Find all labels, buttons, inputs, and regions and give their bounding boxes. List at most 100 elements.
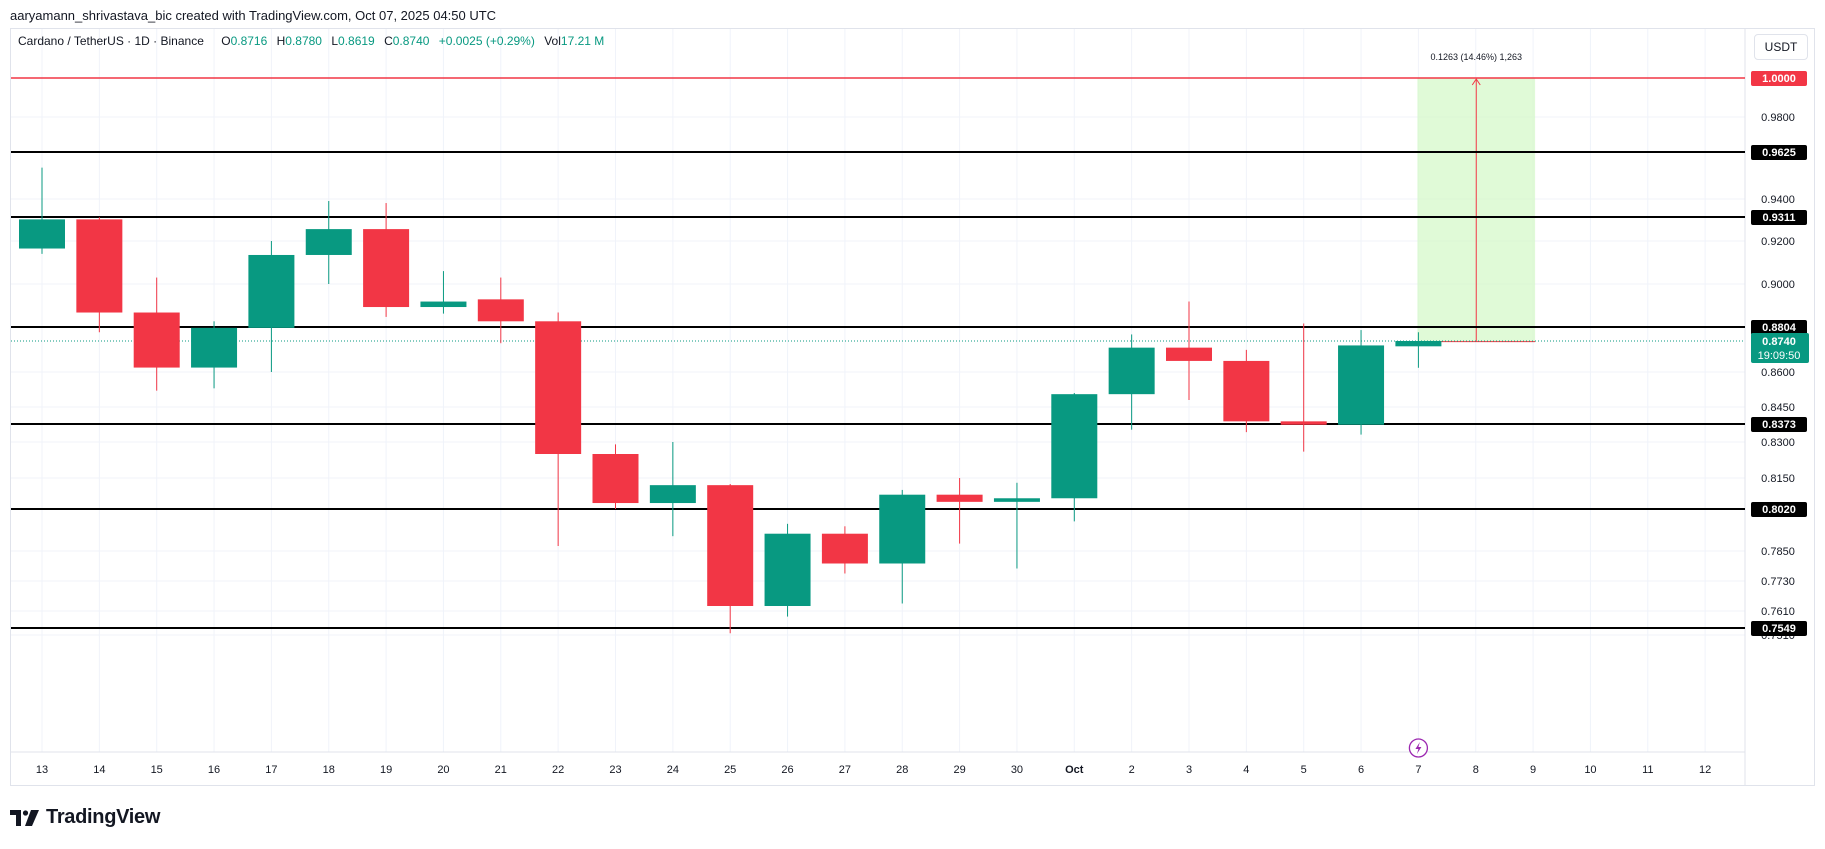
candle xyxy=(191,321,238,389)
time-tick-label: 2 xyxy=(1129,764,1135,776)
candle xyxy=(993,482,1040,569)
time-tick-label: 30 xyxy=(1011,764,1023,776)
candle-body xyxy=(1338,345,1385,425)
measure-arrowhead xyxy=(1471,78,1481,86)
candle xyxy=(305,201,352,284)
low-label: L xyxy=(331,34,339,48)
time-tick-label: 24 xyxy=(667,764,679,776)
level-price-label: 0.8020 xyxy=(1762,504,1796,516)
time-tick-label: 26 xyxy=(781,764,793,776)
candle-body xyxy=(420,301,467,308)
candlestick-chart[interactable]: 0.1263 (14.46%) 1,263 0.9800 0.9400 0.9200… xyxy=(0,0,1825,800)
candle-body xyxy=(191,327,238,368)
time-tick-label: Oct xyxy=(1065,764,1084,776)
candle xyxy=(477,277,524,344)
candle-body xyxy=(649,485,696,504)
time-tick-label: 7 xyxy=(1415,764,1421,776)
candle xyxy=(363,203,410,317)
level-price-tag xyxy=(1751,502,1807,517)
candle-body xyxy=(879,494,926,564)
level-price-tag xyxy=(1751,621,1807,636)
level-price-label: 0.7549 xyxy=(1762,623,1796,635)
candle-body xyxy=(248,254,295,328)
candle xyxy=(707,483,754,634)
symbol-title[interactable]: Cardano / TetherUS · 1D · Binance xyxy=(18,34,204,48)
candle xyxy=(1280,323,1327,452)
price-tick-label: 0.8150 xyxy=(1761,473,1795,485)
candle-body xyxy=(1166,347,1212,361)
lightning-glyph xyxy=(1415,742,1422,754)
open-value: 0.8716 xyxy=(230,34,268,48)
time-tick-label: 17 xyxy=(265,764,277,776)
level-price-label: 0.9311 xyxy=(1762,212,1795,224)
brand-text: TradingView xyxy=(46,806,161,828)
price-tick-label: 0.7730 xyxy=(1761,576,1795,588)
time-tick-label: 27 xyxy=(839,764,851,776)
measure-label: 0.1263 (14.46%) 1,263 xyxy=(1430,52,1522,62)
chart-frame xyxy=(10,28,1815,786)
candle-body xyxy=(1280,421,1327,425)
tradingview-brand[interactable]: TradingView xyxy=(10,806,160,829)
change-value: +0.0025 (+0.29%) xyxy=(438,34,535,48)
close-value: 0.8740 xyxy=(392,34,430,48)
price-tick-label: 0.9400 xyxy=(1761,194,1795,206)
time-tick-label: 19 xyxy=(380,764,392,776)
time-tick-label: 6 xyxy=(1358,764,1364,776)
candle-body xyxy=(936,494,983,502)
level-price-tag xyxy=(1751,145,1807,160)
low-value: 0.8619 xyxy=(338,34,375,48)
level-price-label: 0.8804 xyxy=(1762,322,1797,334)
open-label: O xyxy=(221,34,231,48)
author-line: aaryamann_shrivastava_bic created with T… xyxy=(10,8,497,23)
candle xyxy=(420,271,467,314)
candle-body xyxy=(993,498,1040,502)
candle xyxy=(1223,349,1270,433)
time-tick-label: 10 xyxy=(1584,764,1596,776)
price-tick-label: 0.8300 xyxy=(1761,437,1795,449)
candle xyxy=(19,167,65,254)
candle xyxy=(936,478,983,544)
time-tick-label: 28 xyxy=(896,764,908,776)
time-tick-label: 14 xyxy=(93,764,105,776)
time-tick-label: 3 xyxy=(1186,764,1192,776)
candle-body xyxy=(477,299,524,322)
candle xyxy=(821,526,868,574)
price-tick-label: 0.9000 xyxy=(1761,279,1795,291)
candles xyxy=(19,167,1442,634)
candle xyxy=(1051,393,1098,522)
countdown-label: 19:09:50 xyxy=(1758,350,1801,362)
level-price-tag xyxy=(1751,320,1807,335)
candle xyxy=(649,442,696,537)
price-tick-label: 0.7850 xyxy=(1761,546,1795,558)
level-price-tag xyxy=(1751,210,1807,225)
candle-body xyxy=(535,321,582,454)
candle-body xyxy=(133,312,180,368)
volume-label: Vol xyxy=(544,34,561,48)
time-tick-label: 13 xyxy=(36,764,48,776)
candle xyxy=(879,489,926,604)
price-tick-label: 0.9800 xyxy=(1761,112,1795,124)
candle-body xyxy=(363,229,410,308)
level-price-label: 1.0000 xyxy=(1762,73,1796,85)
price-tick-label: 0.9200 xyxy=(1761,236,1795,248)
candle xyxy=(764,523,811,617)
currency-button[interactable]: USDT xyxy=(1754,34,1808,60)
time-tick-label: 29 xyxy=(953,764,965,776)
last-price-tag xyxy=(1751,333,1809,363)
candle xyxy=(1166,301,1212,400)
time-tick-label: 25 xyxy=(724,764,736,776)
time-tick-label: 18 xyxy=(323,764,335,776)
candle xyxy=(1395,332,1442,368)
candle-body xyxy=(1051,394,1098,499)
price-range-measure: 0.1263 (14.46%) 1,263 xyxy=(1417,52,1536,343)
candle xyxy=(592,444,639,509)
candle xyxy=(535,312,582,547)
time-tick-label: 5 xyxy=(1301,764,1307,776)
price-tick-label: 0.8450 xyxy=(1761,402,1795,414)
price-axis: 0.9800 0.9400 0.9200 0.9000 0.8600 0.8450 0.83… xyxy=(1751,71,1809,642)
level-price-tag xyxy=(1751,417,1807,432)
level-price-tag xyxy=(1751,71,1807,86)
candle-body xyxy=(592,454,639,504)
time-tick-label: 11 xyxy=(1642,764,1653,776)
time-tick-label: 21 xyxy=(495,764,507,776)
